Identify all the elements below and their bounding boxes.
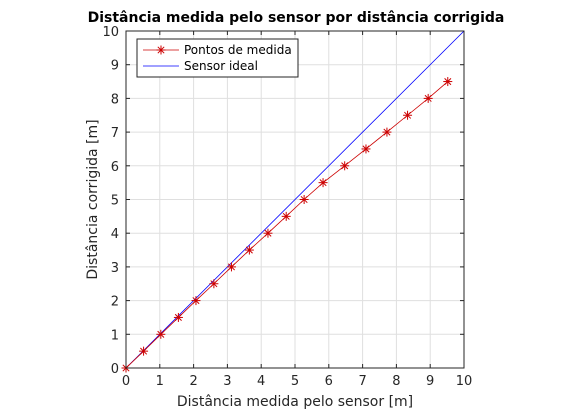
legend-label: Pontos de medida [184, 43, 292, 57]
chart-title: Distância medida pelo sensor por distânc… [88, 10, 505, 26]
legend-label: Sensor ideal [184, 59, 258, 73]
legend-item: Pontos de medida [143, 43, 292, 57]
data-point-marker [156, 329, 166, 339]
x-tick-label: 6 [325, 374, 333, 389]
data-point-marker [191, 296, 201, 306]
data-point-marker [318, 178, 328, 188]
legend-item: Sensor ideal [143, 59, 258, 73]
data-point-marker [281, 211, 291, 221]
data-point-marker [340, 161, 350, 171]
legend: Pontos de medida Sensor ideal [136, 38, 299, 78]
data-point-marker [423, 93, 433, 103]
x-tick-label: 10 [456, 374, 473, 389]
y-axis-label: Distância corrigida [m] [85, 119, 101, 279]
x-tick-label: 3 [223, 374, 231, 389]
data-point-marker [209, 279, 219, 289]
series-layer [121, 30, 465, 373]
y-tick-label: 6 [111, 160, 119, 175]
data-point-marker [382, 127, 392, 137]
x-tick-label: 4 [257, 374, 265, 389]
ticks-layer [125, 30, 465, 369]
data-point-marker [299, 195, 309, 204]
data-point-marker [443, 77, 453, 87]
data-point-marker [139, 346, 149, 356]
y-tick-label: 0 [111, 362, 119, 377]
x-tick-label: 1 [156, 374, 164, 389]
y-tick-label: 2 [111, 295, 119, 310]
series-0 [121, 77, 453, 373]
x-tick-label: 5 [291, 374, 299, 389]
data-point-marker [173, 312, 183, 322]
x-tick-label: 8 [392, 374, 400, 389]
y-tick-label: 8 [111, 92, 119, 107]
data-point-marker [361, 144, 371, 154]
data-point-marker [244, 245, 254, 255]
data-point-marker [226, 262, 236, 272]
data-point-marker [263, 228, 273, 238]
y-tick-label: 3 [111, 261, 119, 276]
series-line [125, 30, 465, 369]
legend-items: Pontos de medida Sensor ideal [143, 43, 292, 73]
x-tick-label: 0 [122, 374, 130, 389]
data-point-marker [156, 45, 166, 55]
legend-box [136, 38, 299, 78]
x-tick-label: 9 [426, 374, 434, 389]
y-tick-label: 7 [111, 126, 119, 141]
y-tick-label: 4 [111, 227, 119, 242]
y-tick-label: 10 [102, 25, 119, 40]
x-tick-label: 7 [358, 374, 366, 389]
y-tick-label: 1 [111, 328, 119, 343]
x-axis-label: Distância medida pelo sensor [m] [177, 394, 413, 410]
x-tick-label: 2 [189, 374, 197, 389]
tick-labels-layer: 0 1 2 3 4 5 6 7 8 9 10 0 1 2 3 4 5 6 7 8 9 10 [102, 25, 472, 389]
y-tick-label: 9 [111, 59, 119, 74]
y-tick-label: 5 [111, 194, 119, 209]
data-point-marker [403, 110, 413, 120]
series-1 [125, 30, 465, 369]
